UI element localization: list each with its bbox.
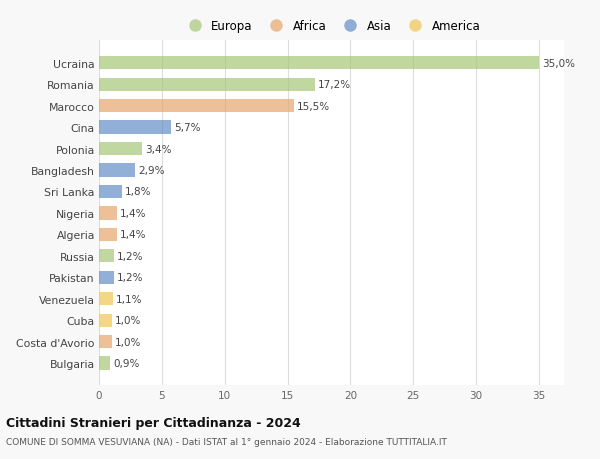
Bar [99, 100, 294, 113]
Text: 1,4%: 1,4% [120, 208, 146, 218]
Bar [99, 185, 122, 199]
Bar [99, 143, 142, 156]
Text: Cittadini Stranieri per Cittadinanza - 2024: Cittadini Stranieri per Cittadinanza - 2… [6, 416, 301, 429]
Text: 1,8%: 1,8% [125, 187, 151, 197]
Text: 1,2%: 1,2% [117, 273, 144, 283]
Text: 2,9%: 2,9% [139, 166, 165, 176]
Bar [99, 292, 113, 306]
Text: 3,4%: 3,4% [145, 144, 172, 154]
Text: 1,0%: 1,0% [115, 337, 141, 347]
Bar [99, 164, 136, 177]
Bar [99, 314, 112, 327]
Text: 35,0%: 35,0% [542, 59, 575, 68]
Text: 1,2%: 1,2% [117, 251, 144, 261]
Text: 1,1%: 1,1% [116, 294, 142, 304]
Bar [99, 57, 539, 70]
Text: 5,7%: 5,7% [174, 123, 200, 133]
Bar [99, 121, 170, 134]
Bar [99, 271, 114, 284]
Text: 1,4%: 1,4% [120, 230, 146, 240]
Bar [99, 228, 116, 241]
Text: 1,0%: 1,0% [115, 315, 141, 325]
Bar [99, 357, 110, 370]
Bar [99, 250, 114, 263]
Text: COMUNE DI SOMMA VESUVIANA (NA) - Dati ISTAT al 1° gennaio 2024 - Elaborazione TU: COMUNE DI SOMMA VESUVIANA (NA) - Dati IS… [6, 437, 447, 446]
Bar [99, 335, 112, 348]
Text: 17,2%: 17,2% [319, 80, 352, 90]
Bar [99, 207, 116, 220]
Text: 0,9%: 0,9% [113, 358, 140, 368]
Bar [99, 78, 315, 92]
Legend: Europa, Africa, Asia, America: Europa, Africa, Asia, America [179, 16, 484, 36]
Text: 15,5%: 15,5% [297, 101, 330, 112]
